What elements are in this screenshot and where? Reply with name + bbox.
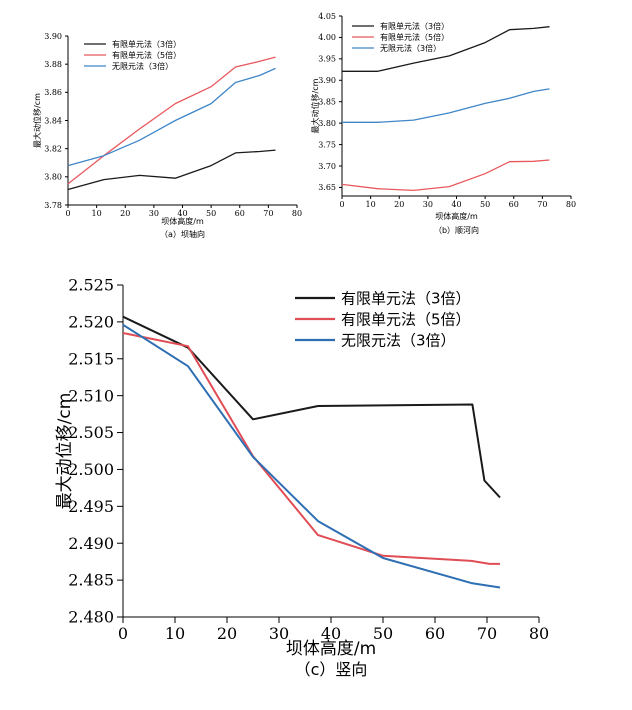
chart-0-x-tick-label: 20 xyxy=(120,209,130,218)
chart-2-x-tick-label: 40 xyxy=(321,624,341,643)
chart-0-legend-label-1: 有限单元法（5倍） xyxy=(112,50,181,60)
chart-0-x-tick-label: 0 xyxy=(65,209,70,218)
chart-0-y-tick-label: 3.88 xyxy=(44,60,62,69)
chart-0-x-tick-label: 80 xyxy=(292,209,302,218)
chart-1-x-tick-label: 0 xyxy=(339,200,344,209)
chart-1-x-tick-label: 40 xyxy=(451,200,461,209)
chart-2-legend-label-0: 有限单元法（3倍） xyxy=(341,289,471,307)
chart-1-series-line-2 xyxy=(342,88,550,123)
chart-0-y-tick-label: 3.82 xyxy=(44,144,62,153)
chart-1-y-tick-label: 3.85 xyxy=(318,98,336,107)
chart-2-y-tick-label: 2.495 xyxy=(68,497,114,516)
chart-0-y-tick-label: 3.78 xyxy=(44,201,62,210)
chart-1-x-tick-label: 60 xyxy=(509,200,519,209)
chart-1-legend-label-0: 有限单元法（3倍） xyxy=(380,21,449,31)
chart-1-y-axis-label: 最大动位移/cm xyxy=(310,78,320,133)
chart-2-x-tick-label: 50 xyxy=(373,624,393,643)
chart-0-y-tick-label: 3.80 xyxy=(44,173,62,182)
chart-2-x-tick-label: 0 xyxy=(118,624,128,643)
chart-2-y-tick-label: 2.505 xyxy=(68,423,114,442)
chart-1-x-tick-label: 20 xyxy=(394,200,404,209)
chart-0-y-tick-label: 3.90 xyxy=(44,32,62,41)
chart-0-x-tick-label: 40 xyxy=(177,209,187,218)
chart-1-caption: （b）顺河向 xyxy=(434,225,479,235)
chart-1-y-tick-label: 3.70 xyxy=(318,162,336,171)
chart-2-y-tick-label: 2.480 xyxy=(68,608,114,627)
chart-2-y-axis-label: 最大动位移/cm xyxy=(55,393,75,510)
chart-0-y-tick-label: 3.84 xyxy=(44,116,62,125)
chart-2-x-tick-label: 70 xyxy=(477,624,497,643)
chart-0-y-tick-label: 3.86 xyxy=(44,88,62,97)
chart-1-y-tick-label: 3.65 xyxy=(318,183,336,192)
chart-2-x-tick-label: 60 xyxy=(425,624,445,643)
chart-2-legend-label-2: 无限元法（3倍） xyxy=(341,331,456,349)
chart-1-y-tick-label: 3.75 xyxy=(318,140,336,149)
chart-0-x-tick-label: 60 xyxy=(235,209,245,218)
chart-1-y-tick-label: 3.90 xyxy=(318,76,336,85)
chart-2-y-tick-label: 2.485 xyxy=(68,571,114,590)
chart-1-x-tick-label: 10 xyxy=(366,200,376,209)
chart-2-y-tick-label: 2.515 xyxy=(68,349,114,368)
chart-0-x-tick-label: 30 xyxy=(149,209,159,218)
chart-2-y-tick-label: 2.525 xyxy=(68,276,114,295)
chart-2-caption: （c）竖向 xyxy=(295,660,368,679)
chart-1-y-tick-label: 4.05 xyxy=(318,12,336,21)
chart-1-x-tick-label: 70 xyxy=(537,200,547,209)
chart-0-x-tick-label: 50 xyxy=(206,209,216,218)
chart-1-x-tick-label: 50 xyxy=(480,200,490,209)
chart-1-y-tick-label: 4.00 xyxy=(318,33,336,42)
chart-1-legend-label-1: 有限单元法（5倍） xyxy=(380,32,449,42)
chart-0-y-axis-label: 最大动位移/cm xyxy=(32,93,42,148)
chart-0-caption: （a）坝轴向 xyxy=(160,229,205,239)
chart-2-x-tick-label: 10 xyxy=(165,624,185,643)
chart-0-series-line-0 xyxy=(67,149,276,191)
chart-1-x-tick-label: 80 xyxy=(566,200,576,209)
chart-0-series-line-1 xyxy=(67,56,276,185)
chart-0-legend-label-2: 无限元法（3倍） xyxy=(112,61,173,71)
chart-1-y-tick-label: 3.95 xyxy=(318,55,336,64)
chart-2-y-tick-label: 2.500 xyxy=(68,460,114,479)
chart-0-legend-label-0: 有限单元法（3倍） xyxy=(112,39,181,49)
chart-0-x-tick-label: 10 xyxy=(92,209,102,218)
chart-2-x-axis-label: 坝体高度/m xyxy=(286,639,376,659)
chart-0-x-tick-label: 70 xyxy=(263,209,273,218)
chart-1-y-tick-label: 3.80 xyxy=(318,119,336,128)
chart-0-x-axis-label: 坝体高度/m xyxy=(161,216,204,226)
chart-1-x-tick-label: 30 xyxy=(423,200,433,209)
chart-1-legend-label-2: 无限元法（3倍） xyxy=(380,43,441,53)
chart-2-legend-label-1: 有限单元法（5倍） xyxy=(341,310,471,328)
chart-2-y-tick-label: 2.510 xyxy=(68,386,114,405)
chart-2-x-tick-label: 20 xyxy=(217,624,237,643)
chart-1-series-line-0 xyxy=(342,26,550,72)
chart-2-y-tick-label: 2.490 xyxy=(68,534,114,553)
chart-2-x-tick-label: 30 xyxy=(269,624,289,643)
chart-1-x-axis-label: 坝体高度/m xyxy=(435,211,478,221)
chart-2-series-line-1 xyxy=(122,332,500,565)
chart-0-series-line-2 xyxy=(67,67,276,167)
chart-2-series-line-2 xyxy=(122,323,501,589)
chart-2-x-tick-label: 80 xyxy=(529,624,549,643)
chart-1-series-line-1 xyxy=(341,159,550,192)
chart-2-y-tick-label: 2.520 xyxy=(68,312,114,331)
